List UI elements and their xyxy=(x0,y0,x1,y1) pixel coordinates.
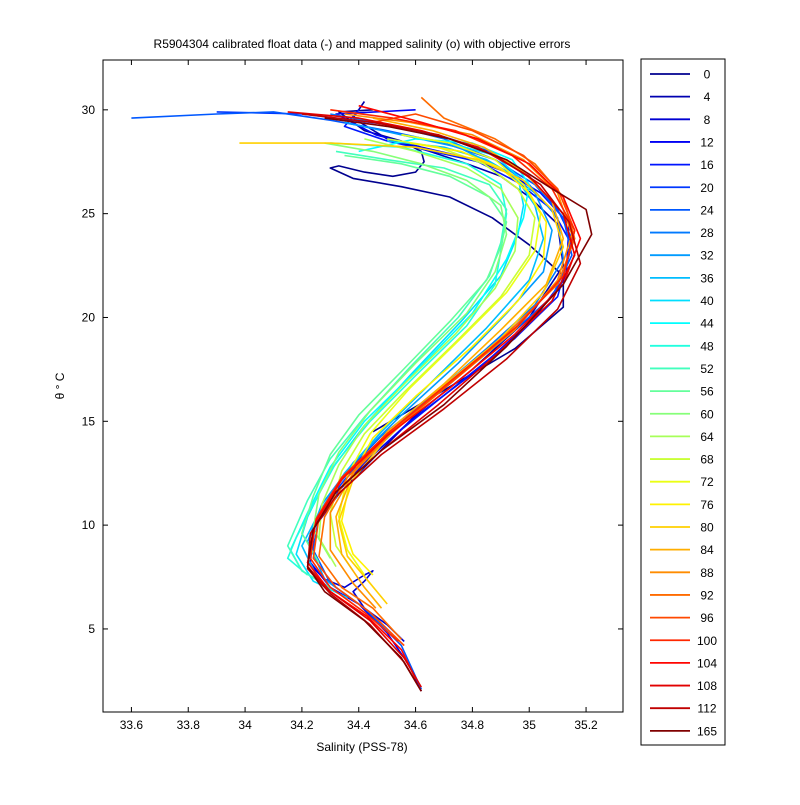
legend-label-40: 40 xyxy=(700,294,714,308)
series-line-88 xyxy=(329,113,573,609)
legend-label-32: 32 xyxy=(700,249,714,263)
legend-label-92: 92 xyxy=(700,588,714,602)
series-line-56 xyxy=(301,154,508,563)
y-tick-label: 30 xyxy=(82,103,96,117)
series-line-100 xyxy=(309,109,576,643)
x-tick-label: 34.8 xyxy=(461,718,485,732)
series-line-96 xyxy=(312,113,576,647)
legend-label-0: 0 xyxy=(704,68,711,82)
series-line-108 xyxy=(287,111,576,688)
legend-label-28: 28 xyxy=(700,226,714,240)
legend-label-12: 12 xyxy=(700,135,714,149)
legend-label-88: 88 xyxy=(700,566,714,580)
series-line-48 xyxy=(286,142,508,576)
x-tick-label: 34.2 xyxy=(290,718,314,732)
y-tick-label: 5 xyxy=(88,622,95,636)
legend-label-72: 72 xyxy=(700,475,714,489)
series-line-165 xyxy=(306,117,593,692)
legend-label-8: 8 xyxy=(704,113,711,127)
legend-box xyxy=(640,58,726,746)
y-axis-label: θ ° C xyxy=(53,372,67,399)
legend-label-100: 100 xyxy=(697,634,717,648)
legend-label-76: 76 xyxy=(700,498,714,512)
plot-frame xyxy=(102,59,624,713)
legend-label-4: 4 xyxy=(704,90,711,104)
legend-label-60: 60 xyxy=(700,407,714,421)
legend-label-20: 20 xyxy=(700,181,714,195)
y-axis: 5 10 15 20 25 30 xyxy=(82,103,623,636)
x-axis: 33.6 33.8 34 34.2 34.4 34.6 34.8 35 35.2 xyxy=(120,60,598,732)
legend-label-96: 96 xyxy=(700,611,714,625)
series-layer xyxy=(131,96,593,692)
legend-label-80: 80 xyxy=(700,521,714,535)
legend-label-48: 48 xyxy=(700,339,714,353)
series-line-40 xyxy=(295,134,525,599)
series-line-80 xyxy=(239,142,565,605)
x-tick-label: 34.4 xyxy=(347,718,371,732)
x-tick-label: 35 xyxy=(523,718,537,732)
y-tick-label: 25 xyxy=(82,207,96,221)
legend-label-56: 56 xyxy=(700,385,714,399)
legend-label-64: 64 xyxy=(700,430,714,444)
x-tick-label: 35.2 xyxy=(574,718,598,732)
legend: 0481216202428323640444852566064687276808… xyxy=(640,58,726,746)
x-tick-label: 34 xyxy=(238,718,252,732)
legend-label-16: 16 xyxy=(700,158,714,172)
legend-label-52: 52 xyxy=(700,362,714,376)
x-tick-label: 34.6 xyxy=(404,718,428,732)
x-axis-label: Salinity (PSS-78) xyxy=(316,740,407,754)
series-line-52 xyxy=(286,150,508,593)
y-tick-label: 20 xyxy=(82,310,96,324)
legend-label-108: 108 xyxy=(697,679,717,693)
legend-label-165: 165 xyxy=(697,724,717,738)
legend-label-36: 36 xyxy=(700,271,714,285)
series-line-64 xyxy=(318,138,519,568)
legend-label-84: 84 xyxy=(700,543,714,557)
legend-label-104: 104 xyxy=(697,656,717,670)
legend-items: 0481216202428323640444852566064687276808… xyxy=(650,68,717,738)
legend-label-44: 44 xyxy=(700,317,714,331)
series-line-68 xyxy=(329,138,536,572)
y-tick-label: 10 xyxy=(82,518,96,532)
chart-title: R5904304 calibrated float data (-) and m… xyxy=(154,37,571,51)
x-tick-label: 33.6 xyxy=(120,718,144,732)
y-tick-label: 15 xyxy=(82,414,96,428)
x-tick-label: 33.8 xyxy=(177,718,201,732)
series-line-60 xyxy=(312,142,508,559)
legend-label-112: 112 xyxy=(697,702,716,716)
legend-label-24: 24 xyxy=(700,203,714,217)
legend-label-68: 68 xyxy=(700,453,714,467)
series-line-72 xyxy=(337,134,542,576)
